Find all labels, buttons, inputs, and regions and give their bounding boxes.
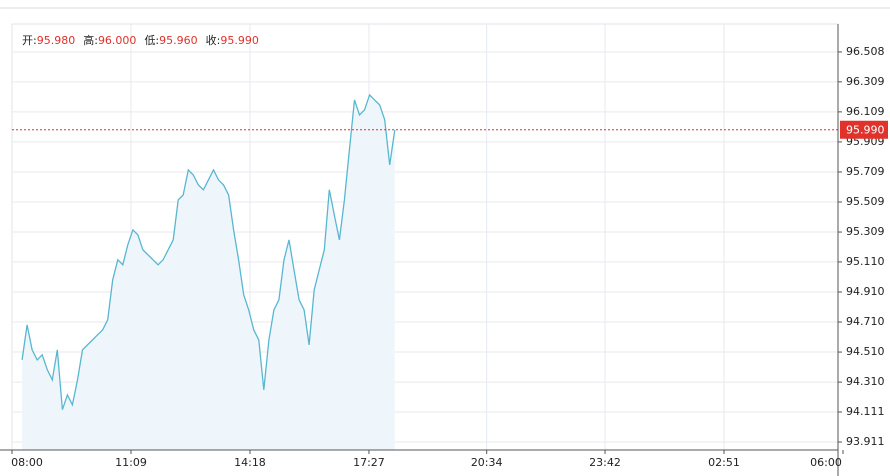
ohlc-label: 低: (144, 34, 159, 47)
y-tick-label: 93.911 (846, 435, 885, 448)
y-tick-label: 96.109 (846, 105, 885, 118)
x-tick-label: 17:27 (353, 456, 385, 469)
x-tick-label: 11:09 (115, 456, 147, 469)
ohlc-header: 开:95.980 高:96.000 低:95.960 收:95.990 (22, 33, 259, 47)
price-line (21, 93, 396, 410)
ohlc-value: 95.980 (37, 34, 76, 47)
y-tick-label: 94.111 (846, 405, 885, 418)
x-tick-label: 06:00 (810, 456, 842, 469)
x-tick-label: 02:51 (708, 456, 740, 469)
y-tick-label: 96.309 (846, 75, 885, 88)
y-tick-label: 96.508 (846, 45, 885, 58)
area-fill (22, 94, 395, 451)
ohlc-label: 开: (22, 34, 37, 47)
ohlc-value: 95.960 (159, 34, 198, 47)
x-tick-label: 14:18 (234, 456, 266, 469)
y-tick-label: 95.509 (846, 195, 885, 208)
x-tick-label: 08:00 (11, 456, 43, 469)
last-price-box (840, 120, 888, 139)
ohlc-value: 95.990 (220, 34, 259, 47)
ohlc-label: 收: (206, 33, 221, 47)
ohlc-label: 高: (83, 33, 98, 47)
y-tick-label: 94.710 (846, 315, 885, 328)
x-tick-label: 20:34 (471, 456, 503, 469)
y-tick-label: 94.310 (846, 375, 885, 388)
y-tick-label: 95.110 (846, 255, 885, 268)
y-tick-label: 95.309 (846, 225, 885, 238)
y-tick-label: 94.510 (846, 345, 885, 358)
last-price-label: 95.990 (846, 124, 885, 137)
marks (12, 93, 838, 451)
ohlc-value: 96.000 (98, 34, 137, 47)
y-tick-label: 94.910 (846, 285, 885, 298)
y-tick-label: 95.709 (846, 165, 885, 178)
axes: 96.50896.30996.10995.90995.70995.50995.3… (11, 45, 888, 469)
x-tick-label: 23:42 (589, 456, 621, 469)
